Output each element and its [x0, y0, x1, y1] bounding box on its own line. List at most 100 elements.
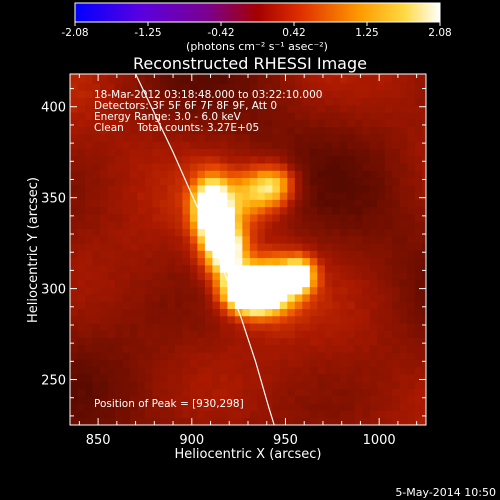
heatmap-cell — [152, 206, 161, 215]
heatmap-cell — [257, 148, 266, 157]
heatmap-cell — [84, 381, 93, 390]
heatmap-cell — [287, 403, 296, 411]
heatmap-cell — [317, 417, 326, 425]
heatmap-cell — [369, 337, 378, 346]
heatmap-cell — [332, 199, 341, 208]
heatmap-cell — [70, 374, 78, 382]
heatmap-cell — [339, 141, 348, 149]
heatmap-cell — [392, 104, 401, 113]
heatmap-cell — [272, 352, 281, 360]
heatmap-cell — [219, 141, 228, 149]
heatmap-cell — [234, 192, 243, 200]
heatmap-cell — [137, 286, 146, 295]
heatmap-cell — [92, 308, 101, 317]
heatmap-cell — [422, 134, 426, 142]
heatmap-cell — [92, 163, 101, 171]
heatmap-cell — [114, 395, 123, 404]
heatmap-cell — [422, 199, 426, 208]
heatmap-cell — [399, 315, 408, 324]
heatmap-cell — [347, 221, 356, 229]
heatmap-cell — [174, 206, 183, 215]
heatmap-cell — [70, 315, 78, 324]
heatmap-cell — [377, 163, 386, 171]
heatmap-cell — [152, 323, 161, 331]
heatmap-cell — [339, 264, 348, 273]
heatmap-cell — [129, 214, 138, 222]
heatmap-cell — [317, 403, 326, 411]
heatmap-cell — [144, 177, 153, 186]
heatmap-cell — [242, 192, 251, 200]
heatmap-cell — [227, 112, 236, 120]
heatmap-cell — [189, 104, 198, 113]
heatmap-cell — [302, 235, 311, 244]
heatmap-cell — [279, 184, 288, 193]
heatmap-cell — [84, 388, 93, 397]
heatmap-cell — [317, 119, 326, 128]
heatmap-cell — [294, 286, 303, 295]
heatmap-cell — [392, 417, 401, 425]
heatmap-cell — [167, 74, 176, 77]
heatmap-cell — [264, 141, 273, 149]
heatmap-cell — [392, 148, 401, 157]
annotation-clean: Clean Total counts: 3.27E+05 — [94, 122, 259, 134]
heatmap-cell — [407, 221, 416, 229]
heatmap-cell — [279, 126, 288, 135]
heatmap-cell — [70, 177, 78, 186]
heatmap-cell — [257, 243, 266, 251]
heatmap-cell — [212, 374, 221, 382]
heatmap-cell — [70, 170, 78, 179]
heatmap-cell — [77, 134, 86, 142]
heatmap-cell — [309, 104, 318, 113]
heatmap-cell — [137, 206, 146, 215]
heatmap-cell — [362, 417, 371, 425]
heatmap-cell — [70, 192, 78, 200]
heatmap-cell — [264, 155, 273, 164]
heatmap-cell — [347, 235, 356, 244]
heatmap-cell — [107, 155, 116, 164]
heatmap-cell — [182, 243, 191, 251]
heatmap-cell — [392, 243, 401, 251]
heatmap-cell — [219, 214, 228, 222]
heatmap-cell — [422, 308, 426, 317]
heatmap-cell — [122, 286, 131, 295]
heatmap-cell — [302, 104, 311, 113]
heatmap-cell — [234, 184, 243, 193]
heatmap-cell — [77, 264, 86, 273]
heatmap-cell — [174, 104, 183, 113]
heatmap-cell — [354, 184, 363, 193]
heatmap-cell — [189, 395, 198, 404]
heatmap-cell — [294, 155, 303, 164]
heatmap-cell — [384, 112, 393, 120]
heatmap-cell — [339, 163, 348, 171]
heatmap-cell — [414, 315, 423, 324]
heatmap-cell — [309, 410, 318, 419]
heatmap-cell — [212, 359, 221, 368]
heatmap-cell — [197, 83, 206, 91]
heatmap-cell — [422, 104, 426, 113]
heatmap-cell — [264, 366, 273, 375]
heatmap-cell — [339, 235, 348, 244]
heatmap-cell — [99, 272, 108, 280]
heatmap-cell — [279, 323, 288, 331]
heatmap-cell — [144, 126, 153, 135]
heatmap-cell — [212, 90, 221, 99]
heatmap-cell — [362, 243, 371, 251]
heatmap-cell — [212, 155, 221, 164]
heatmap-cell — [212, 243, 221, 251]
heatmap-cell — [369, 330, 378, 339]
heatmap-cell — [189, 337, 198, 346]
heatmap-cell — [144, 90, 153, 99]
heatmap-cell — [249, 206, 258, 215]
heatmap-cell — [242, 83, 251, 91]
heatmap-cell — [144, 134, 153, 142]
heatmap-cell — [152, 410, 161, 419]
heatmap-cell — [294, 235, 303, 244]
heatmap-cell — [399, 286, 408, 295]
heatmap-cell — [249, 403, 258, 411]
heatmap-cell — [159, 250, 168, 259]
heatmap-cell — [197, 192, 206, 200]
heatmap-cell — [204, 199, 213, 208]
heatmap-cell — [219, 228, 228, 237]
heatmap-cell — [272, 337, 281, 346]
heatmap-cell — [354, 83, 363, 91]
